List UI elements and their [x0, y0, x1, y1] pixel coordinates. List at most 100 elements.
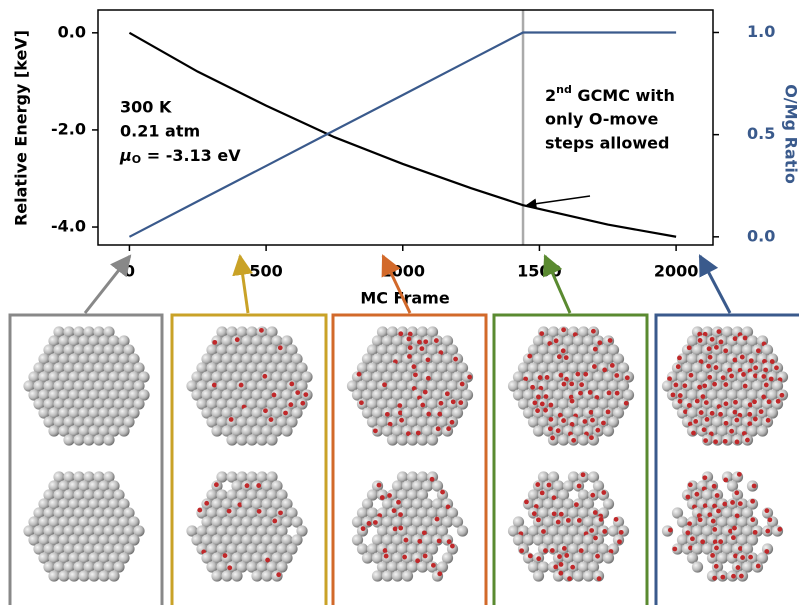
oxygen [257, 509, 262, 514]
atom [211, 425, 222, 436]
oxygen [262, 374, 267, 379]
oxygen [713, 439, 718, 444]
oxygen [695, 399, 700, 404]
condition: μO = -3.13 eV [119, 146, 241, 167]
oxygen [607, 390, 612, 395]
oxygen [749, 358, 754, 363]
oxygen [752, 399, 757, 404]
y-tick-label: 0.0 [58, 22, 86, 41]
atom [68, 570, 79, 581]
oxygen [624, 401, 629, 406]
oxygen [265, 558, 270, 563]
oxygen [451, 399, 456, 404]
oxygen [417, 340, 422, 345]
oxygen [535, 408, 540, 413]
oxygen [399, 418, 404, 423]
oxygen [699, 410, 704, 415]
mu-sub: O [132, 153, 141, 166]
atom [362, 552, 373, 563]
oxygen [361, 526, 366, 531]
oxygen [597, 340, 602, 345]
oxygen [733, 336, 738, 341]
oxygen [721, 375, 726, 380]
atom [407, 434, 418, 445]
oxygen [693, 419, 698, 424]
oxygen [753, 365, 758, 370]
oxygen [385, 412, 390, 417]
atom [588, 434, 599, 445]
oxygen [747, 421, 752, 426]
oxygen [756, 564, 761, 569]
oxygen [527, 354, 532, 359]
oxygen [524, 499, 529, 504]
oxygen [583, 372, 588, 377]
oxygen [703, 438, 708, 443]
atom [558, 434, 569, 445]
oxygen [732, 526, 737, 531]
oxygen [223, 553, 228, 558]
oxygen [558, 571, 563, 576]
oxygen [691, 431, 696, 436]
oxygen [577, 484, 582, 489]
oxygen [712, 484, 717, 489]
oxygen [453, 357, 458, 362]
condition: 300 K [120, 98, 172, 117]
oxygen [734, 418, 739, 423]
oxygen [678, 399, 683, 404]
oxygen [776, 399, 781, 404]
oxygen [437, 412, 442, 417]
oxygen [753, 530, 758, 535]
oxygen [295, 390, 300, 395]
oxygen [597, 576, 602, 581]
oxygen [750, 499, 755, 504]
nanoparticle [186, 326, 312, 445]
oxygen [556, 428, 561, 433]
oxygen [711, 519, 716, 524]
y-tick-label: -2.0 [51, 119, 86, 138]
oxygen [590, 418, 595, 423]
oxygen [548, 417, 553, 422]
oxygen [595, 554, 600, 559]
nanoparticle [508, 471, 629, 581]
oxygen [579, 382, 584, 387]
oxygen [204, 501, 209, 506]
oxygen [591, 329, 596, 334]
oxygen [288, 402, 293, 407]
annotation: only O-move [545, 110, 659, 129]
oxygen [719, 340, 724, 345]
oxygen [420, 403, 425, 408]
oxygen [272, 519, 277, 524]
oxygen [543, 548, 548, 553]
oxygen [548, 426, 553, 431]
figure: Relative Energy [keV] O/Mg Ratio MC Fram… [0, 0, 799, 605]
atom [246, 434, 257, 445]
oxygen [547, 483, 552, 488]
oxygen [697, 385, 702, 390]
oxygen [769, 377, 774, 382]
atom [93, 434, 104, 445]
oxygen [396, 500, 401, 505]
oxygen [601, 490, 606, 495]
oxygen [569, 381, 574, 386]
oxygen [753, 417, 758, 422]
mu-value: = -3.13 eV [141, 146, 241, 165]
oxygen [734, 490, 739, 495]
oxygen [536, 517, 541, 522]
oxygen [625, 375, 630, 380]
atom [417, 561, 428, 572]
oxygen [538, 375, 543, 380]
oxygen [682, 383, 687, 388]
oxygen [423, 390, 428, 395]
atom [533, 425, 544, 436]
oxygen [700, 539, 705, 544]
oxygen [770, 359, 775, 364]
oxygen [373, 428, 378, 433]
oxygen [732, 357, 737, 362]
oxygen [582, 419, 587, 424]
link-arrow [240, 256, 248, 313]
nanoparticle [662, 326, 788, 445]
oxygen [380, 495, 385, 500]
oxygen [707, 346, 712, 351]
oxygen [458, 400, 463, 405]
oxygen [740, 355, 745, 360]
